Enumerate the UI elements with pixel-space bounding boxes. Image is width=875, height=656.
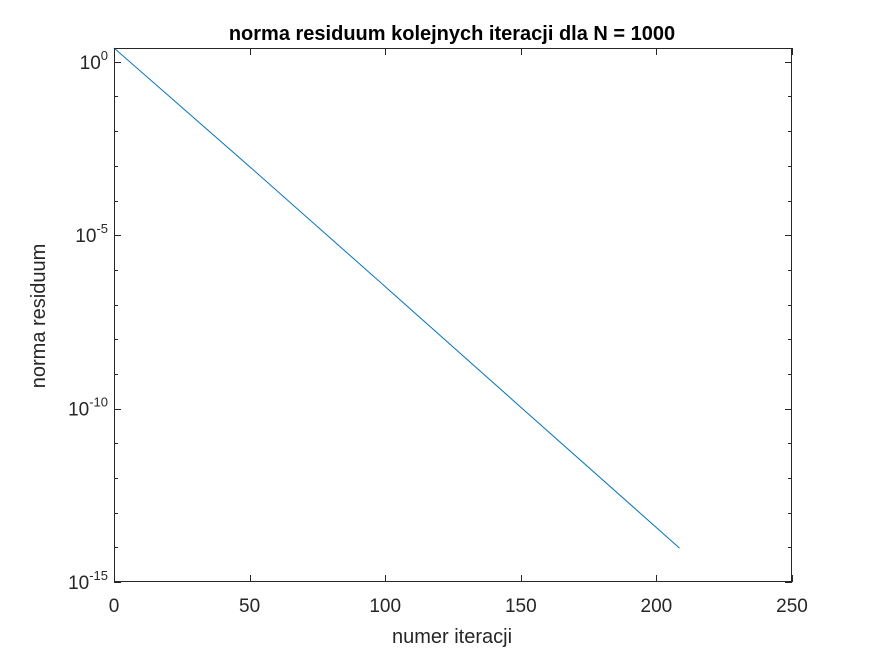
x-tick-label: 150 xyxy=(505,596,537,617)
x-axis-label: numer iteracji xyxy=(392,626,512,648)
x-tick-label: 250 xyxy=(776,596,808,617)
x-tick-labels: 0 50 100 150 200 250 xyxy=(109,596,808,617)
y-tick-labels: 100 10-5 10-10 10-15 xyxy=(68,48,108,594)
axes-frame xyxy=(114,48,792,582)
x-tick-label: 50 xyxy=(239,596,260,617)
x-tick-label: 200 xyxy=(641,596,673,617)
y-tick-label: 10-15 xyxy=(68,568,108,594)
x-tick-label: 100 xyxy=(369,596,401,617)
plot-area xyxy=(114,48,792,582)
y-tick-label: 10-10 xyxy=(68,395,108,421)
y-axis-label: norma residuum xyxy=(28,244,50,389)
y-tick-label: 10-5 xyxy=(75,221,108,247)
chart-title: norma residuum kolejnych iteracji dla N … xyxy=(229,23,675,45)
x-tick-label: 0 xyxy=(109,596,120,617)
series-line xyxy=(113,47,680,549)
y-tick-label: 100 xyxy=(80,48,108,74)
